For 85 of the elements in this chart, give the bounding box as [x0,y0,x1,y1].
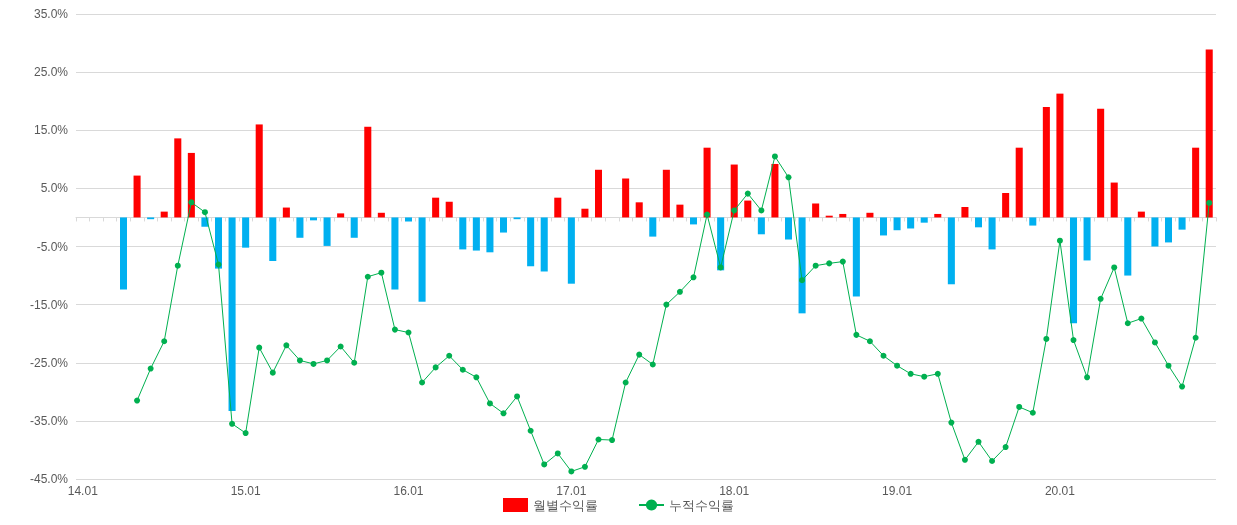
x-tick-label: 19.01 [882,484,913,498]
y-tick-label: -45.0% [29,472,69,486]
bar [228,217,236,411]
bar [418,217,426,302]
bar [594,169,603,218]
x-tick-label: 18.01 [719,484,750,498]
bar [1015,147,1023,218]
bar [269,217,277,262]
bar [1124,217,1132,276]
x-tick-label: 14.01 [67,484,99,498]
bar [744,200,752,218]
bar [1069,217,1078,324]
bar [920,217,928,223]
bar [1205,49,1213,218]
x-tick-label: 17.01 [556,484,587,498]
bar [527,217,535,267]
bar [1029,217,1037,226]
bar [757,217,765,235]
bar [337,213,345,218]
bar [879,217,888,236]
bar [174,138,182,218]
bar [459,217,467,250]
bar [703,147,711,218]
bar [771,163,779,218]
bar [581,208,589,218]
bar [1164,217,1173,243]
bar [676,204,684,218]
bar [187,152,195,218]
bar [622,178,630,218]
bar [567,217,575,284]
y-tick-label: 25.0% [33,65,69,80]
bar [961,206,969,218]
y-tick-label: -35.0% [29,413,69,428]
x-tick-label: 20.01 [1044,484,1076,498]
bar [907,217,915,229]
x-tick-label: 15.01 [230,484,261,498]
x-tick-label: 16.01 [393,484,424,498]
bar [1002,193,1010,218]
bar [350,217,358,238]
bar [1097,108,1105,218]
bar [784,217,793,240]
bar [1110,182,1118,218]
bar [391,217,399,290]
bar [1056,93,1064,218]
y-tick-label: -15.0% [29,297,69,312]
bar [242,217,250,248]
bar [282,207,290,218]
legend-label: 누적수익률 [669,497,734,513]
bar [499,217,508,233]
legend-label: 월별수익률 [533,497,598,513]
bar [472,217,480,251]
bar [974,217,983,228]
bar [662,169,670,218]
bar [1178,217,1186,230]
bar [309,217,318,221]
y-tick-label: -5.0% [36,239,69,254]
bar [947,217,955,285]
bar [1042,107,1050,218]
bar [893,217,901,231]
y-tick-label: -25.0% [29,355,69,370]
bar [852,217,860,297]
bar [1192,147,1200,218]
bar [364,126,372,218]
bar [404,217,413,222]
bar [255,124,263,218]
bar [296,217,304,238]
bar [486,217,494,253]
bar [119,217,128,290]
y-tick-label: 5.0% [40,181,69,196]
bar [812,203,820,218]
bar [1083,217,1091,261]
bar [649,217,657,237]
bar [1151,217,1159,247]
bar [635,202,643,218]
y-tick-label: 35.0% [33,7,69,21]
bar [554,197,562,218]
bar [323,217,331,246]
bar [988,217,996,250]
bar [689,217,698,225]
bar [432,197,440,218]
y-tick-label: 15.0% [33,123,69,138]
bar [133,175,141,218]
bar [798,217,806,314]
bar [540,217,548,272]
bar [445,201,453,218]
